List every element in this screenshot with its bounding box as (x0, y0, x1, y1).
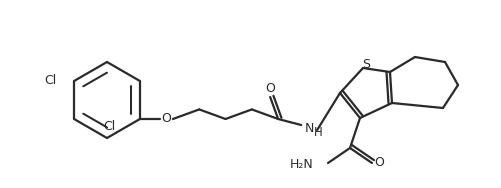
Text: O: O (161, 112, 170, 126)
Text: N: N (305, 123, 314, 136)
Text: O: O (265, 82, 275, 95)
Text: H: H (314, 126, 322, 139)
Text: S: S (361, 58, 369, 70)
Text: H₂N: H₂N (290, 158, 313, 171)
Text: O: O (373, 156, 383, 170)
Text: Cl: Cl (103, 121, 115, 133)
Text: Cl: Cl (44, 74, 56, 87)
